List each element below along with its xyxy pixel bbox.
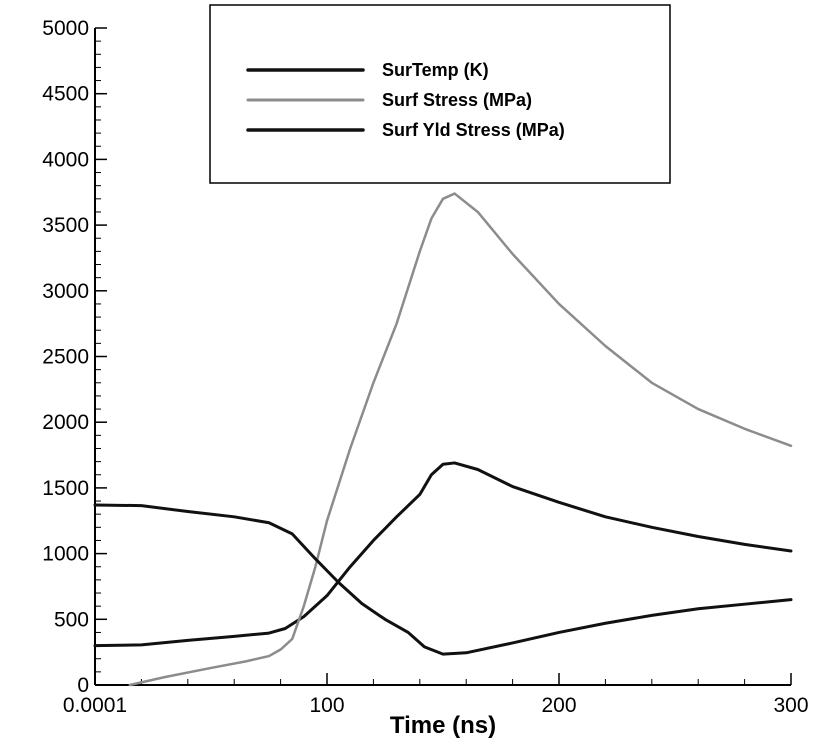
y-tick-label: 500 <box>54 608 89 631</box>
x-tick-label: 300 <box>773 694 808 717</box>
axes-layer <box>94 27 792 686</box>
x-tick-label: 0.0001 <box>63 694 127 717</box>
x-axis-title: Time (ns) <box>390 712 496 739</box>
legend-label-2: Surf Stress (MPa) <box>382 90 532 110</box>
y-tick-label: 4500 <box>42 83 89 106</box>
legend-label-1: SurTemp (K) <box>382 60 489 80</box>
legend-label-3: Surf Yld Stress (MPa) <box>382 120 565 140</box>
labels-layer: 0 500 1000 1500 2000 2500 3000 3500 4000 4500 5000… <box>42 17 808 739</box>
x-tick-label: 200 <box>541 694 576 717</box>
series-line-2 <box>128 192 793 687</box>
y-tick-label: 3000 <box>42 280 89 303</box>
legend-box <box>209 4 671 184</box>
y-tick-label: 2000 <box>42 411 89 434</box>
x-tick-label: 100 <box>309 694 344 717</box>
y-tick-label: 0 <box>77 674 89 697</box>
series-line-3 <box>93 503 793 656</box>
series-line-1 <box>93 461 793 648</box>
y-tick-label: 5000 <box>42 17 89 40</box>
y-tick-label: 4000 <box>42 148 89 171</box>
series-layer <box>93 192 793 687</box>
y-tick-label: 1000 <box>42 543 89 566</box>
y-tick-label: 3500 <box>42 214 89 237</box>
legend-layer: SurTemp (K) Surf Stress (MPa) Surf Yld Str… <box>209 4 671 184</box>
y-tick-label: 1500 <box>42 477 89 500</box>
y-tick-label: 2500 <box>42 346 89 369</box>
